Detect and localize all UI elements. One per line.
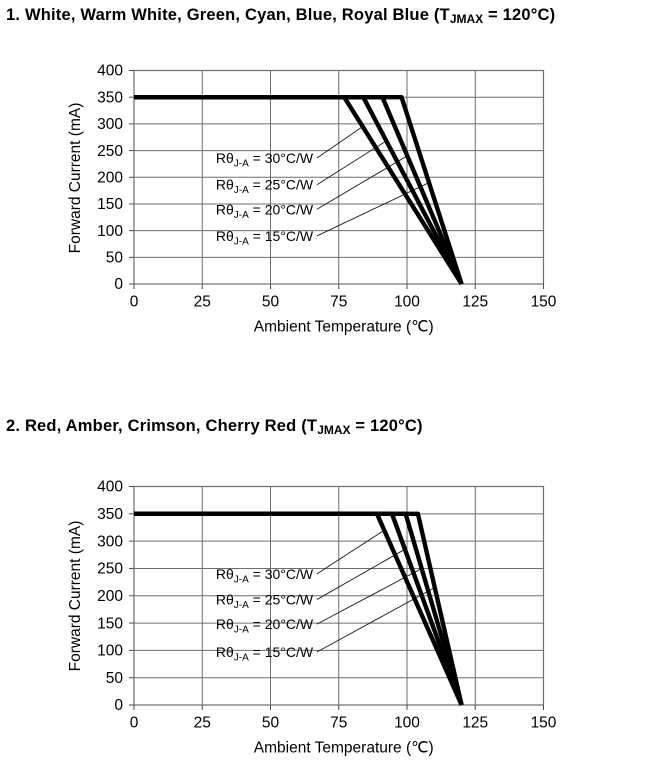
x-tick-label: 25 [194,294,211,311]
x-axis-label: Ambient Temperature (℃) [254,740,434,757]
figure1-title-text: 1. White, Warm White, Green, Cyan, Blue,… [6,6,450,24]
y-axis-label: Forward Current (mA) [67,103,84,254]
x-tick-label: 75 [330,294,347,311]
series-label-rtheta-30: RθJ-A = 30°C/W [216,150,314,170]
x-axis-label: Ambient Temperature (℃) [254,319,434,336]
curve-rtheta-15 [134,511,464,706]
series-label-rtheta-20: RθJ-A = 20°C/W [216,616,314,636]
curve-rtheta-15 [134,94,464,285]
figure2-title-text: 2. Red, Amber, Crimson, Cherry Red (T [6,417,318,435]
y-tick-label: 300 [97,533,123,550]
curve-rtheta-20 [134,511,464,706]
leader-line-rtheta-15 [316,182,430,237]
derating-chart-1: 0 25 50 75 100 125 150 0 50 100 150 200 250 300 350 400… [67,63,557,336]
x-tick-label: 125 [462,294,488,311]
series-label-rtheta-15: RθJ-A = 15°C/W [216,228,314,248]
series-label-rtheta-15: RθJ-A = 15°C/W [216,644,314,664]
y-tick-label: 250 [97,143,123,160]
x-tick-label: 100 [394,715,420,732]
figure1-title-tail: = 120°C) [483,6,556,24]
y-tick-label: 350 [97,89,123,106]
y-tick-label: 100 [97,643,123,660]
y-tick-label: 0 [114,697,123,714]
figure1-title: 1. White, Warm White, Green, Cyan, Blue,… [6,6,555,26]
y-tick-label: 50 [106,670,124,687]
series-label-rtheta-20: RθJ-A = 20°C/W [216,201,314,221]
y-tick-label: 150 [97,615,123,632]
x-tick-label: 150 [531,715,557,732]
figure2-title-tail: = 120°C) [350,417,423,435]
y-tick-label: 400 [97,63,123,80]
y-tick-label: 150 [97,196,123,213]
y-tick-label: 200 [97,588,123,605]
series-label-rtheta-30: RθJ-A = 30°C/W [216,566,314,586]
y-tick-label: 200 [97,169,123,186]
derating-chart-2: 0 25 50 75 100 125 150 0 50 100 150 200 250 300 350 400… [67,479,557,757]
y-tick-label: 50 [106,250,124,267]
y-tick-label: 0 [114,276,123,293]
leader-line-rtheta-25 [316,548,406,600]
x-tick-label: 0 [130,715,139,732]
x-tick-label: 0 [130,294,139,311]
y-axis-label: Forward Current (mA) [67,521,84,672]
x-tick-label: 150 [531,294,557,311]
y-tick-label: 400 [97,479,123,496]
x-tick-label: 125 [462,715,488,732]
y-tick-label: 250 [97,561,123,578]
x-tick-label: 100 [394,294,420,311]
figure1-title-subscript: JMAX [449,12,484,26]
x-tick-label: 50 [262,715,280,732]
x-tick-label: 25 [194,715,211,732]
series-label-rtheta-25: RθJ-A = 25°C/W [216,592,314,612]
figure2-title-subscript: JMAX [317,423,351,437]
figure2-title: 2. Red, Amber, Crimson, Cherry Red (TJMA… [6,417,423,437]
x-tick-label: 75 [330,715,347,732]
y-tick-label: 350 [97,506,123,523]
y-tick-label: 300 [97,116,123,133]
leader-line-rtheta-30 [316,126,364,159]
leader-line-rtheta-20 [316,155,408,210]
leader-line-rtheta-30 [316,529,385,575]
leader-line-rtheta-15 [316,587,436,653]
x-tick-label: 50 [262,294,280,311]
y-tick-label: 100 [97,223,123,240]
series-label-rtheta-25: RθJ-A = 25°C/W [216,177,314,197]
